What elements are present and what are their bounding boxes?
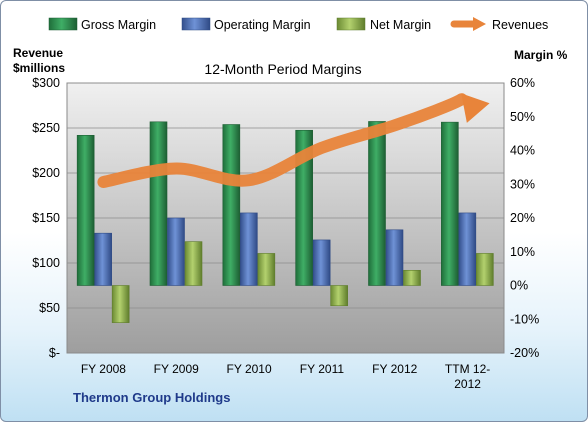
revenue-line [97,93,490,188]
right-axis-title: Margin % [514,48,568,62]
right-tick-label: 20% [510,211,535,225]
left-tick-label: $250 [32,121,60,135]
left-axis-title-line1: Revenue [13,46,63,60]
legend-label-gross-margin: Gross Margin [81,18,156,32]
category-label: FY 2011 [300,362,345,376]
bar-operating-margin [94,232,112,286]
left-tick-label: $50 [39,301,60,315]
bar-gross-margin [368,121,386,286]
bar-operating-margin [458,212,477,286]
left-tick-label: $300 [32,76,60,90]
category-label: FY 2008 [81,362,126,376]
category-label: FY 2010 [227,362,272,376]
legend-label-revenues: Revenues [492,18,548,32]
legend: Gross Margin Operating Margin Net Margin… [48,17,548,32]
company-name: Thermon Group Holdings [73,390,230,405]
right-tick-label: 60% [510,76,535,90]
bar-net-margin [257,253,276,286]
bar-gross-margin [222,124,241,286]
right-tick-label: 10% [510,245,535,259]
bar-operating-margin [385,229,404,286]
left-tick-label: $150 [32,211,60,225]
category-label: FY 2012 [372,362,417,376]
legend-swatch-operating-margin [181,17,211,31]
bar-operating-margin [167,217,185,286]
right-tick-label: 50% [510,110,535,124]
right-tick-label: -20% [510,346,539,360]
bar-net-margin [330,285,348,307]
left-axis-ticks: $- $50 $100 $150 $200 $250 $300 [32,76,60,360]
left-tick-label: $- [49,346,60,360]
legend-label-net-margin: Net Margin [370,18,431,32]
left-axis-title-line2: $millions [13,61,65,75]
bar-operating-margin [312,239,331,286]
left-tick-label: $100 [32,256,60,270]
bars [76,121,494,323]
legend-item-net-margin: Net Margin [336,17,431,32]
bar-gross-margin [441,121,459,286]
category-labels: FY 2008 FY 2009 FY 2010 FY 2011 FY 2012 TTM 1… [81,362,490,391]
left-tick-label: $200 [32,166,60,180]
legend-item-operating-margin: Operating Margin [181,17,311,32]
legend-swatch-gross-margin [48,17,78,31]
bar-operating-margin [240,212,258,286]
chart-title: 12-Month Period Margins [204,61,361,77]
legend-swatch-net-margin [336,17,366,31]
revenue-line-path [97,93,468,188]
bar-gross-margin [295,129,313,286]
right-tick-label: 40% [510,144,535,158]
legend-item-gross-margin: Gross Margin [48,17,156,32]
category-label: FY 2009 [154,362,199,376]
bar-net-margin [111,285,130,323]
legend-item-revenues: Revenues [450,17,548,32]
right-tick-label: 0% [510,279,528,293]
bar-gross-margin [76,135,95,286]
right-tick-label: -10% [510,312,539,326]
bar-net-margin [476,253,494,286]
right-tick-label: 30% [510,177,535,191]
legend-arrowhead-revenues [473,17,486,31]
bar-gross-margin [149,121,168,286]
category-label: TTM 12-2012 [445,362,490,391]
bar-net-margin [184,241,203,286]
right-axis-ticks: -20% -10% 0% 10% 20% 30% 40% 50% 60% [510,76,539,360]
revenue-arrowhead [461,93,490,123]
legend-label-operating-margin: Operating Margin [214,18,311,32]
bar-net-margin [403,270,421,286]
